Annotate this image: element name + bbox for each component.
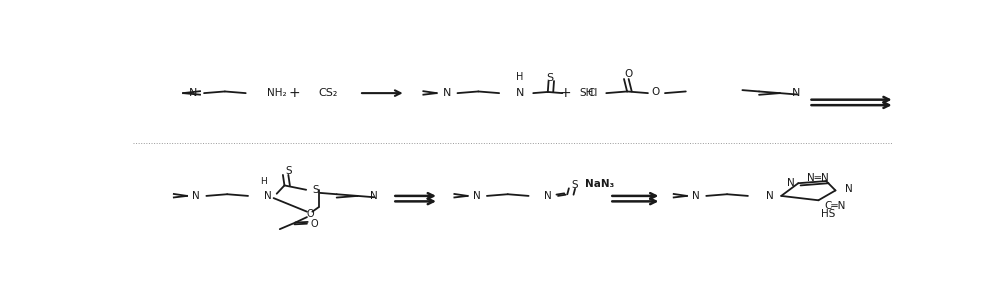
Text: S: S bbox=[547, 73, 554, 83]
Text: O: O bbox=[307, 209, 315, 219]
Text: N: N bbox=[442, 88, 451, 98]
Text: +: + bbox=[288, 86, 300, 100]
Text: C═N: C═N bbox=[825, 201, 846, 211]
Text: NaN₃: NaN₃ bbox=[585, 179, 614, 189]
Text: S: S bbox=[285, 166, 292, 176]
Text: HS: HS bbox=[821, 210, 835, 220]
Text: N: N bbox=[845, 184, 853, 194]
Text: O: O bbox=[625, 68, 633, 78]
Text: S: S bbox=[312, 185, 319, 195]
Text: N: N bbox=[192, 191, 200, 201]
Text: O: O bbox=[652, 87, 660, 97]
Text: N: N bbox=[766, 191, 773, 201]
Text: N: N bbox=[473, 191, 481, 201]
Text: N: N bbox=[264, 191, 271, 201]
Text: N: N bbox=[792, 88, 801, 98]
Text: N: N bbox=[189, 88, 197, 98]
Text: N: N bbox=[544, 191, 552, 201]
Text: Cl: Cl bbox=[587, 88, 597, 98]
Text: N: N bbox=[787, 178, 794, 187]
Text: N═N: N═N bbox=[807, 174, 829, 183]
Text: O: O bbox=[311, 219, 318, 229]
Text: CS₂: CS₂ bbox=[318, 88, 338, 98]
Text: H: H bbox=[260, 177, 267, 186]
Text: +: + bbox=[559, 86, 571, 100]
Text: NH₂: NH₂ bbox=[267, 88, 287, 98]
Text: S: S bbox=[572, 181, 578, 191]
Text: N: N bbox=[516, 88, 524, 98]
Text: N: N bbox=[692, 191, 700, 201]
Text: SH: SH bbox=[579, 88, 594, 98]
Text: H: H bbox=[516, 72, 524, 82]
Text: N: N bbox=[370, 191, 378, 201]
